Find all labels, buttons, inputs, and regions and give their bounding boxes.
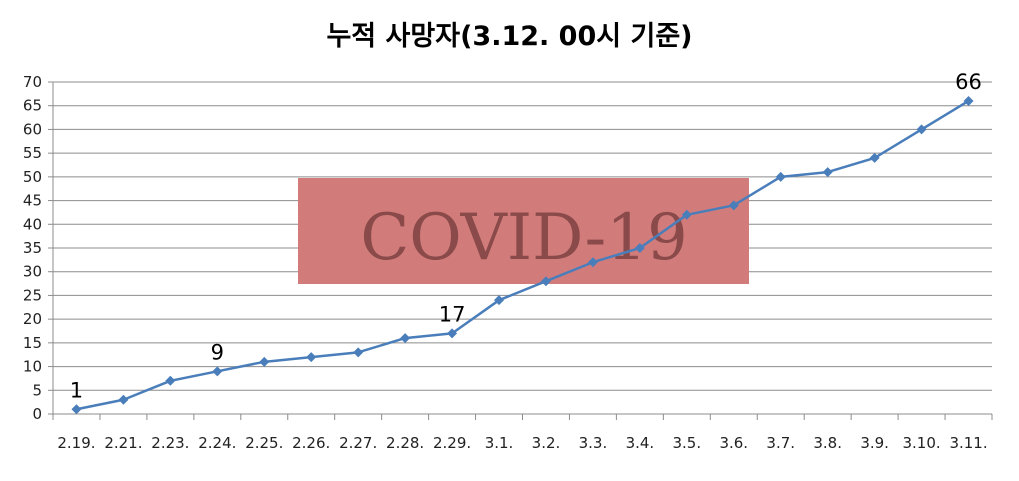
data-point: [353, 347, 364, 358]
x-tick-label: 3.4.: [626, 434, 655, 452]
data-point: [963, 95, 974, 106]
data-point: [212, 366, 223, 377]
x-tick-label: 3.6.: [719, 434, 748, 452]
x-tick-label: 3.2.: [532, 434, 561, 452]
x-tick-label: 3.10.: [902, 434, 940, 452]
x-tick-label: 2.19.: [57, 434, 95, 452]
series-line: [76, 99, 970, 411]
x-tick-label: 3.11.: [949, 434, 987, 452]
y-tick-label: 25: [23, 286, 42, 304]
y-tick-label: 20: [23, 310, 42, 328]
y-tick-label: 50: [23, 168, 42, 186]
y-tick-label: 0: [32, 405, 42, 423]
data-labels: 1 9 17 66: [70, 70, 982, 402]
covid-19-watermark: COVID-19: [298, 178, 749, 284]
x-tick-label: 2.29.: [433, 434, 471, 452]
y-tick-label: 15: [23, 334, 42, 352]
data-point: [916, 124, 927, 135]
y-tick-label: 60: [23, 120, 42, 138]
y-tick-label: 40: [23, 215, 42, 233]
x-tick-label: 2.23.: [151, 434, 189, 452]
y-tick-label: 65: [23, 97, 42, 115]
x-tick-label: 2.25.: [245, 434, 283, 452]
y-tick-label: 30: [23, 263, 42, 281]
data-label: 1: [70, 378, 83, 402]
x-axis-ticks: 2.19. 2.21. 2.23. 2.24. 2.25. 2.26. 2.27. 2.28.…: [52, 414, 993, 452]
gridlines: [53, 81, 992, 391]
data-point: [494, 295, 505, 306]
data-point: [775, 171, 786, 182]
y-tick-label: 45: [23, 192, 42, 210]
data-label: 17: [439, 302, 466, 326]
x-tick-label: 3.7.: [766, 434, 795, 452]
data-point: [681, 209, 692, 220]
data-point: [165, 375, 176, 386]
data-point: [728, 200, 739, 211]
y-tick-label: 35: [23, 239, 42, 257]
y-axis-ticks: 0 5 10 15 20 25 30 35 40 45 50 55 60 65 70: [23, 73, 53, 423]
chart-title: 누적 사망자(3.12. 00시 기준): [326, 21, 693, 52]
y-tick-label: 55: [23, 144, 42, 162]
x-tick-label: 2.24.: [198, 434, 236, 452]
data-point: [400, 333, 411, 344]
y-tick-label: 5: [32, 381, 42, 399]
y-tick-label: 70: [23, 73, 42, 91]
x-tick-label: 2.21.: [104, 434, 142, 452]
data-point: [540, 276, 551, 287]
data-point: [634, 243, 645, 253]
data-point: [118, 394, 129, 405]
x-tick-label: 3.3.: [579, 434, 608, 452]
x-tick-label: 2.28.: [386, 434, 424, 452]
data-label: 9: [211, 340, 224, 364]
watermark-text: COVID-19: [360, 201, 687, 275]
data-point: [259, 356, 270, 367]
x-tick-label: 3.5.: [673, 434, 702, 452]
data-point: [822, 167, 833, 178]
data-point: [447, 328, 458, 339]
x-tick-label: 3.1.: [485, 434, 514, 452]
data-point: [869, 152, 880, 163]
data-point: [71, 404, 82, 415]
data-point: [587, 257, 598, 268]
x-tick-label: 3.8.: [813, 434, 842, 452]
watermark-box: [298, 178, 749, 284]
data-label: 66: [955, 70, 982, 94]
x-tick-label: 2.27.: [339, 434, 377, 452]
y-tick-label: 10: [23, 358, 42, 376]
x-tick-label: 2.26.: [292, 434, 330, 452]
x-tick-label: 3.9.: [860, 434, 889, 452]
data-point: [306, 352, 317, 363]
series-line: [71, 95, 974, 415]
